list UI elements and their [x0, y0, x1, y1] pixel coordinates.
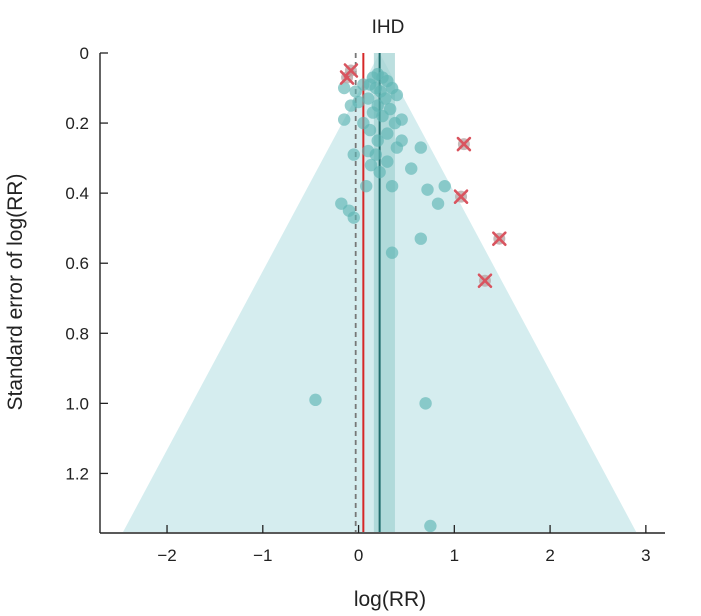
study-point [360, 179, 373, 193]
y-tick-label: 0.4 [65, 184, 89, 203]
study-point [347, 148, 360, 161]
study-point [376, 109, 389, 123]
trimmed-study-cross [492, 231, 507, 246]
study-point [381, 155, 394, 168]
study-point [363, 123, 377, 137]
study-point [357, 78, 370, 91]
study-point [405, 162, 418, 175]
study-point [361, 92, 375, 105]
chart-title: IHD [372, 17, 405, 38]
study-point [388, 116, 402, 130]
study-point [385, 179, 399, 193]
study-point [424, 519, 437, 532]
y-tick-label: 0.2 [65, 114, 89, 133]
study-point [414, 232, 428, 245]
study-point [366, 106, 380, 119]
trimmed-study-point [456, 136, 472, 152]
study-point [337, 113, 351, 126]
trimmed-study-cross [343, 63, 359, 78]
y-tick-label: 1.2 [65, 464, 89, 483]
trimmed-study-point [453, 189, 469, 204]
study-point [431, 197, 445, 210]
x-tick-label: 0 [354, 546, 363, 565]
trimmed-study-cross [453, 189, 469, 204]
y-tick-label: 0.6 [65, 254, 89, 273]
x-tick-label: −1 [253, 546, 272, 565]
x-tick-label: 3 [641, 546, 650, 565]
trimmed-study-cross [477, 273, 493, 289]
study-point [419, 397, 432, 410]
y-tick-label: 0 [80, 44, 89, 63]
trimmed-study-cross [456, 136, 472, 152]
y-axis-label: Standard error of log(RR) [4, 174, 27, 411]
study-point [381, 127, 394, 140]
x-axis-label: log(RR) [354, 588, 426, 611]
study-point [337, 81, 351, 95]
x-tick-label: 1 [450, 546, 459, 565]
study-point [438, 179, 451, 193]
trimmed-study-point [492, 231, 507, 246]
study-point [309, 393, 322, 407]
study-point [385, 246, 399, 259]
study-point [390, 141, 404, 154]
trimmed-study-point [343, 63, 359, 78]
study-point [344, 99, 358, 112]
study-point [421, 183, 434, 196]
x-tick-label: −2 [157, 546, 176, 565]
y-tick-label: 0.8 [65, 324, 89, 343]
y-tick-label: 1.0 [65, 394, 89, 413]
x-tick-label: 2 [545, 546, 554, 565]
study-point [364, 158, 378, 172]
study-point [390, 88, 404, 102]
study-point [414, 141, 428, 154]
trimmed-study-point [477, 273, 493, 289]
study-point [347, 211, 360, 224]
study-point [371, 134, 384, 147]
study-point [369, 148, 382, 161]
study-point [373, 165, 386, 179]
